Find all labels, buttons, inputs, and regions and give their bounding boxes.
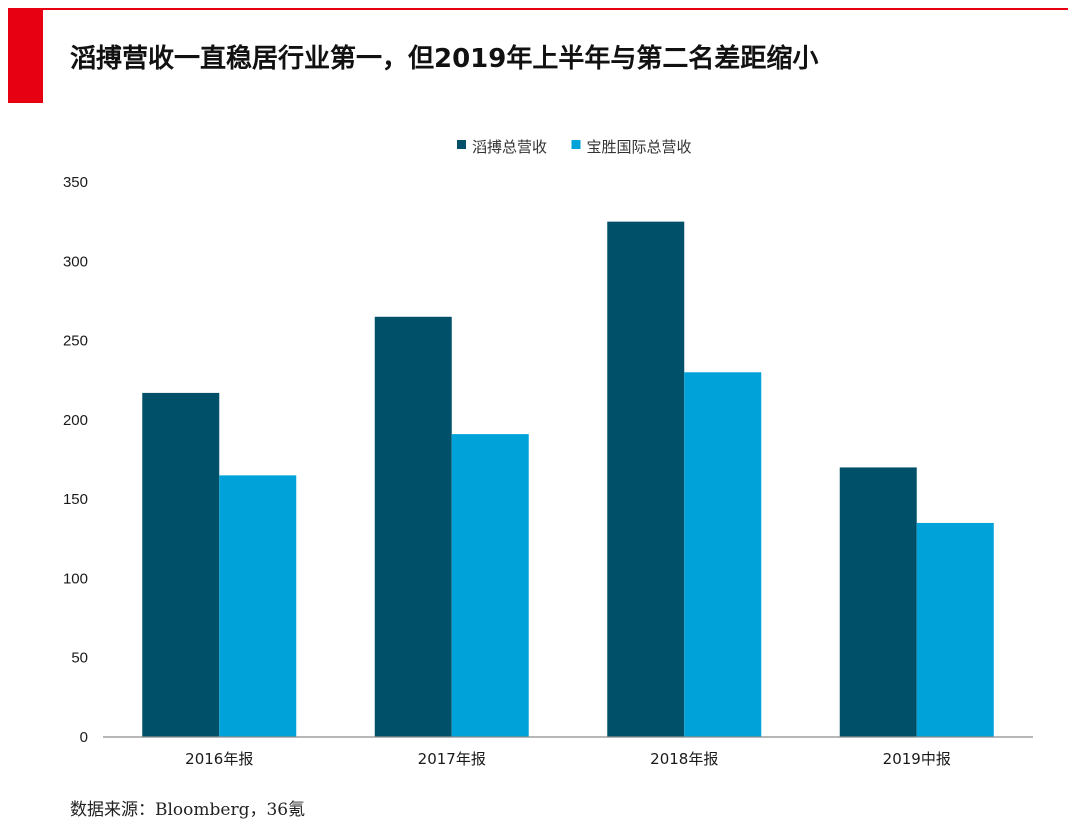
legend-label-series1: 滔搏总营收: [472, 138, 547, 156]
bar-series1: [374, 316, 452, 737]
legend-swatch-series2: [571, 140, 581, 149]
y-tick-label: 250: [63, 333, 88, 350]
y-tick-label: 350: [63, 174, 88, 191]
source-note: 数据来源：Bloomberg，36氪: [70, 800, 306, 820]
bar-series2: [219, 475, 297, 737]
y-tick-label: 50: [71, 650, 88, 667]
page-title: 滔搏营收一直稳居行业第一，但2019年上半年与第二名差距缩小: [70, 44, 819, 74]
bar-series2: [916, 522, 994, 737]
x-tick-label: 2018年报: [650, 750, 718, 768]
y-tick-label: 0: [80, 729, 88, 746]
bar-series2: [684, 372, 762, 737]
bar-series2: [451, 434, 529, 737]
y-tick-label: 200: [63, 412, 88, 429]
bar-series1: [142, 392, 220, 737]
y-tick-label: 100: [63, 570, 88, 587]
bar-series1: [839, 467, 917, 737]
legend-swatch-series1: [457, 140, 466, 149]
legend-label-series2: 宝胜国际总营收: [587, 138, 692, 156]
x-tick-label: 2019中报: [883, 750, 951, 768]
bar-series1: [607, 221, 685, 738]
y-tick-label: 300: [63, 253, 88, 270]
title-accent-block: [8, 8, 43, 103]
header-rule: [43, 8, 1068, 10]
y-tick-label: 150: [63, 491, 88, 508]
x-tick-label: 2017年报: [418, 750, 486, 768]
x-tick-label: 2016年报: [185, 750, 253, 768]
